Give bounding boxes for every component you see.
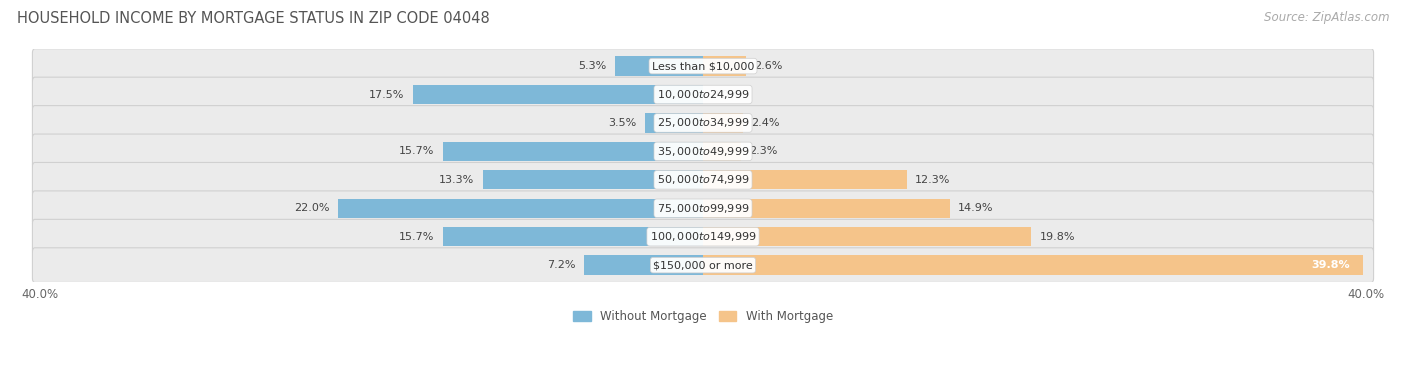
Text: $75,000 to $99,999: $75,000 to $99,999 (657, 202, 749, 215)
Text: $25,000 to $34,999: $25,000 to $34,999 (657, 116, 749, 129)
FancyBboxPatch shape (32, 49, 1374, 84)
Legend: Without Mortgage, With Mortgage: Without Mortgage, With Mortgage (568, 305, 838, 328)
Bar (703, 256, 1362, 275)
Text: 17.5%: 17.5% (370, 90, 405, 99)
Text: 0.0%: 0.0% (711, 90, 740, 99)
Text: HOUSEHOLD INCOME BY MORTGAGE STATUS IN ZIP CODE 04048: HOUSEHOLD INCOME BY MORTGAGE STATUS IN Z… (17, 11, 489, 26)
Bar (645, 113, 703, 133)
Text: 2.4%: 2.4% (751, 118, 779, 128)
FancyBboxPatch shape (32, 77, 1374, 112)
Bar (703, 198, 950, 218)
Text: 12.3%: 12.3% (915, 175, 950, 185)
Text: Less than $10,000: Less than $10,000 (652, 61, 754, 71)
Text: 15.7%: 15.7% (399, 146, 434, 156)
FancyBboxPatch shape (32, 191, 1374, 226)
Bar (703, 142, 741, 161)
Text: 2.3%: 2.3% (749, 146, 778, 156)
Text: 13.3%: 13.3% (439, 175, 474, 185)
Text: 2.6%: 2.6% (755, 61, 783, 71)
Bar (703, 170, 907, 189)
Text: $50,000 to $74,999: $50,000 to $74,999 (657, 174, 749, 186)
FancyBboxPatch shape (32, 248, 1374, 282)
Bar (482, 170, 703, 189)
Text: 14.9%: 14.9% (959, 203, 994, 213)
Bar (583, 256, 703, 275)
Text: 19.8%: 19.8% (1039, 232, 1076, 242)
Bar (703, 56, 747, 76)
Text: $10,000 to $24,999: $10,000 to $24,999 (657, 88, 749, 101)
Text: $150,000 or more: $150,000 or more (654, 260, 752, 270)
Bar (703, 227, 1031, 246)
Text: 39.8%: 39.8% (1310, 260, 1350, 270)
Text: $100,000 to $149,999: $100,000 to $149,999 (650, 230, 756, 243)
FancyBboxPatch shape (32, 134, 1374, 169)
Text: 15.7%: 15.7% (399, 232, 434, 242)
Bar (703, 113, 742, 133)
Text: Source: ZipAtlas.com: Source: ZipAtlas.com (1264, 11, 1389, 24)
FancyBboxPatch shape (32, 105, 1374, 140)
Bar (339, 198, 703, 218)
Text: $35,000 to $49,999: $35,000 to $49,999 (657, 145, 749, 158)
Bar (443, 227, 703, 246)
Bar (413, 85, 703, 104)
Text: 5.3%: 5.3% (579, 61, 607, 71)
Bar (443, 142, 703, 161)
Text: 3.5%: 3.5% (609, 118, 637, 128)
Bar (616, 56, 703, 76)
Text: 22.0%: 22.0% (294, 203, 330, 213)
FancyBboxPatch shape (32, 163, 1374, 197)
Text: 7.2%: 7.2% (547, 260, 575, 270)
FancyBboxPatch shape (32, 219, 1374, 254)
